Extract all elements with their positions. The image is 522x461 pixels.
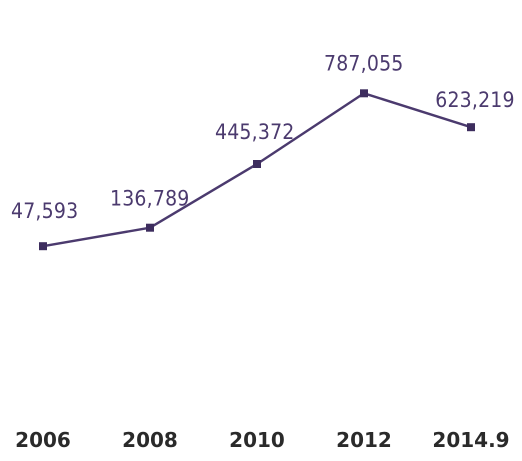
data-point-2006 xyxy=(39,242,47,251)
x-tick-label-2006: 2006 xyxy=(15,428,71,452)
data-point-2014.9 xyxy=(467,123,475,132)
data-point-2012 xyxy=(360,89,368,98)
data-label-2012: 787,055 xyxy=(324,51,404,75)
data-label-2010: 445,372 xyxy=(215,120,295,144)
series-line xyxy=(41,92,473,248)
data-point-2008 xyxy=(146,223,154,232)
data-label-2008: 136,789 xyxy=(110,187,190,211)
data-label-2014.9: 623,219 xyxy=(435,88,515,112)
x-tick-label-2014.9: 2014.9 xyxy=(432,428,509,452)
x-tick-label-2010: 2010 xyxy=(229,428,285,452)
x-axis: 2006 2008 2010 2012 2014.9 xyxy=(15,428,509,452)
x-tick-label-2012: 2012 xyxy=(336,428,392,452)
x-tick-label-2008: 2008 xyxy=(122,428,178,452)
data-label-2006: 47,593 xyxy=(11,199,78,223)
plot-area: 47,593 136,789 445,372 787,055 623,219 xyxy=(11,51,515,251)
data-point-2010 xyxy=(253,160,261,168)
